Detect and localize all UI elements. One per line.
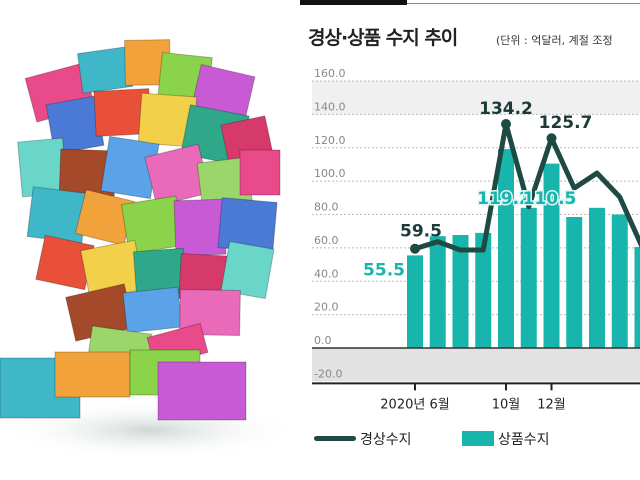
y-tick-label: 40.0 <box>314 267 339 280</box>
data-label-current-account: 125.7 <box>539 113 593 133</box>
bar-goods-balance-2020-12 <box>543 163 560 348</box>
legend-label-current-account: 경상수지 <box>360 432 412 448</box>
legend-line-swatch <box>314 436 356 441</box>
title-bar-accent <box>300 0 407 5</box>
point-current-account-2020-06 <box>410 243 420 254</box>
data-label-current-account: 59.5 <box>400 222 442 242</box>
shipping-container <box>220 240 275 300</box>
bar-goods-balance-2020-10 <box>498 149 514 348</box>
legend: 경상수지 상품수지 <box>314 431 550 448</box>
shipping-container <box>54 351 131 398</box>
line-current-account <box>414 121 640 253</box>
x-tick-label: 2020년 6월 <box>380 397 449 412</box>
point-current-account-2020-10 <box>501 119 511 130</box>
legend-bar-swatch <box>462 431 494 446</box>
x-tick-label: 12월 <box>537 397 566 412</box>
container-head-illustration <box>0 39 300 460</box>
data-label-goods-balance: 55.5 <box>363 260 405 280</box>
bar-goods-balance-2020-09 <box>475 232 492 348</box>
shipping-container <box>157 361 247 421</box>
top-rule <box>407 3 640 4</box>
y-tick-label: 60.0 <box>314 234 339 247</box>
shipping-container <box>239 149 281 196</box>
bar-goods-balance-2020-11 <box>520 207 537 348</box>
bar-goods-balance-2021-04 <box>634 247 640 348</box>
legend-label-goods-balance: 상품수지 <box>498 432 550 448</box>
y-tick-label: 80.0 <box>314 201 339 214</box>
chart-subtitle: (단위 : 억달러, 계절 조정 <box>496 34 613 47</box>
y-tick-label: -20.0 <box>314 367 342 380</box>
point-current-account-2020-12 <box>546 133 557 144</box>
data-label-current-account: 134.2 <box>479 99 533 119</box>
data-label-goods-balance: 110.5 <box>523 189 577 209</box>
bar-goods-balance-2020-08 <box>452 235 469 348</box>
y-tick-label: 100.0 <box>314 167 346 180</box>
chart-title: 경상·상품 수지 추이 <box>308 27 457 49</box>
bar-goods-balance-2020-07 <box>429 236 446 348</box>
y-tick-label: 160.0 <box>314 67 346 80</box>
plot-area: 160.0 140.0 120.0 100.0 80.0 60.0 40.0 20.0 0.0 -… <box>312 67 640 412</box>
shipping-container <box>122 286 183 334</box>
plot-band <box>312 81 640 115</box>
y-tick-label: 140.0 <box>314 100 346 113</box>
y-tick-label: 0.0 <box>314 334 332 347</box>
y-tick-label: 120.0 <box>314 134 346 147</box>
negative-band <box>312 348 640 382</box>
y-tick-label: 20.0 <box>314 301 339 314</box>
data-label-goods-balance: 119.2 <box>477 189 531 209</box>
x-tick-label: 10월 <box>492 397 521 412</box>
bar-goods-balance-2021-03 <box>611 214 628 348</box>
bar-goods-balance-2021-01 <box>566 217 583 348</box>
bar-goods-balance-2020-06 <box>407 255 423 348</box>
bar-goods-balance-2021-02 <box>589 207 605 348</box>
shipping-container <box>179 288 241 337</box>
